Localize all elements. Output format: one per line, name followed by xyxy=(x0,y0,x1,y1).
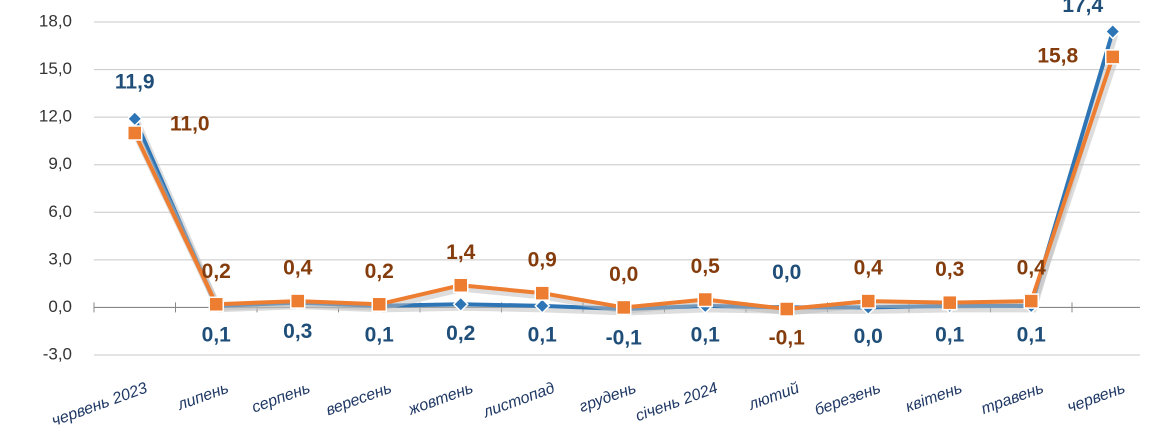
x-tick-label: травень xyxy=(979,380,1046,418)
data-label: 0,4 xyxy=(854,257,884,280)
marker xyxy=(208,296,224,313)
x-tick-label: червень xyxy=(1065,380,1127,417)
y-tick-label: 12,0 xyxy=(39,107,72,126)
marker xyxy=(290,293,306,309)
x-tick-label: жовтень xyxy=(405,380,475,419)
marker xyxy=(616,299,632,316)
y-tick-label: 6,0 xyxy=(48,202,72,221)
marker xyxy=(127,125,143,141)
data-label: 0,1 xyxy=(691,323,721,346)
y-tick-label: 15,0 xyxy=(39,59,72,78)
y-tick-label: -3,0 xyxy=(43,344,72,363)
marker xyxy=(779,301,795,317)
x-tick-label: березень xyxy=(813,380,884,420)
x-tick-label: лютий xyxy=(746,380,802,414)
data-label: 11,9 xyxy=(115,70,155,93)
data-label: 15,8 xyxy=(1037,44,1078,67)
data-label: 0,3 xyxy=(283,320,312,343)
data-label: -0,1 xyxy=(769,327,806,350)
x-tick-label: грудень xyxy=(577,380,638,416)
marker xyxy=(1023,293,1039,309)
x-tick-label: червень 2023 xyxy=(50,380,150,430)
x-tick-label: січень 2024 xyxy=(633,380,720,425)
marker xyxy=(371,296,387,313)
data-label: 0,2 xyxy=(202,260,231,283)
marker xyxy=(860,293,876,309)
data-label: 0,1 xyxy=(528,323,558,346)
marker xyxy=(534,297,551,314)
data-label: 11,0 xyxy=(170,113,210,136)
x-tick-label: квітень xyxy=(903,380,964,416)
marker xyxy=(452,296,469,313)
marker xyxy=(942,294,958,311)
x-tick-label: липень xyxy=(175,380,231,414)
y-tick-label: 0,0 xyxy=(48,297,72,316)
y-tick-label: 3,0 xyxy=(48,249,72,268)
data-label: 0,1 xyxy=(935,323,965,346)
data-label: 17,4 xyxy=(1062,0,1103,17)
data-label: 0,1 xyxy=(202,323,232,346)
marker xyxy=(534,285,550,301)
data-label: 1,4 xyxy=(446,241,476,264)
data-label: 0,9 xyxy=(528,249,557,272)
data-label: 0,1 xyxy=(1017,323,1047,346)
marker xyxy=(1105,49,1121,65)
y-tick-label: 18,0 xyxy=(39,11,72,30)
marker xyxy=(1104,23,1121,40)
marker xyxy=(453,277,469,293)
data-label: 0,2 xyxy=(365,260,394,283)
data-label: 0,1 xyxy=(365,323,395,346)
data-label: 0,0 xyxy=(772,261,801,284)
data-label: 0,2 xyxy=(446,322,475,345)
data-label: 0,0 xyxy=(854,325,883,348)
x-tick-label: листопад xyxy=(480,380,557,422)
y-tick-label: 9,0 xyxy=(48,154,72,173)
data-label: 0,4 xyxy=(1017,257,1047,280)
data-label: 0,4 xyxy=(283,257,313,280)
data-label: 0,3 xyxy=(935,258,964,281)
x-tick-label: вересень xyxy=(324,380,394,419)
data-label: 0,0 xyxy=(609,263,638,286)
marker xyxy=(697,291,713,308)
data-label: -0,1 xyxy=(606,327,643,350)
x-tick-label: серпень xyxy=(250,380,313,417)
data-label: 0,5 xyxy=(691,255,721,278)
